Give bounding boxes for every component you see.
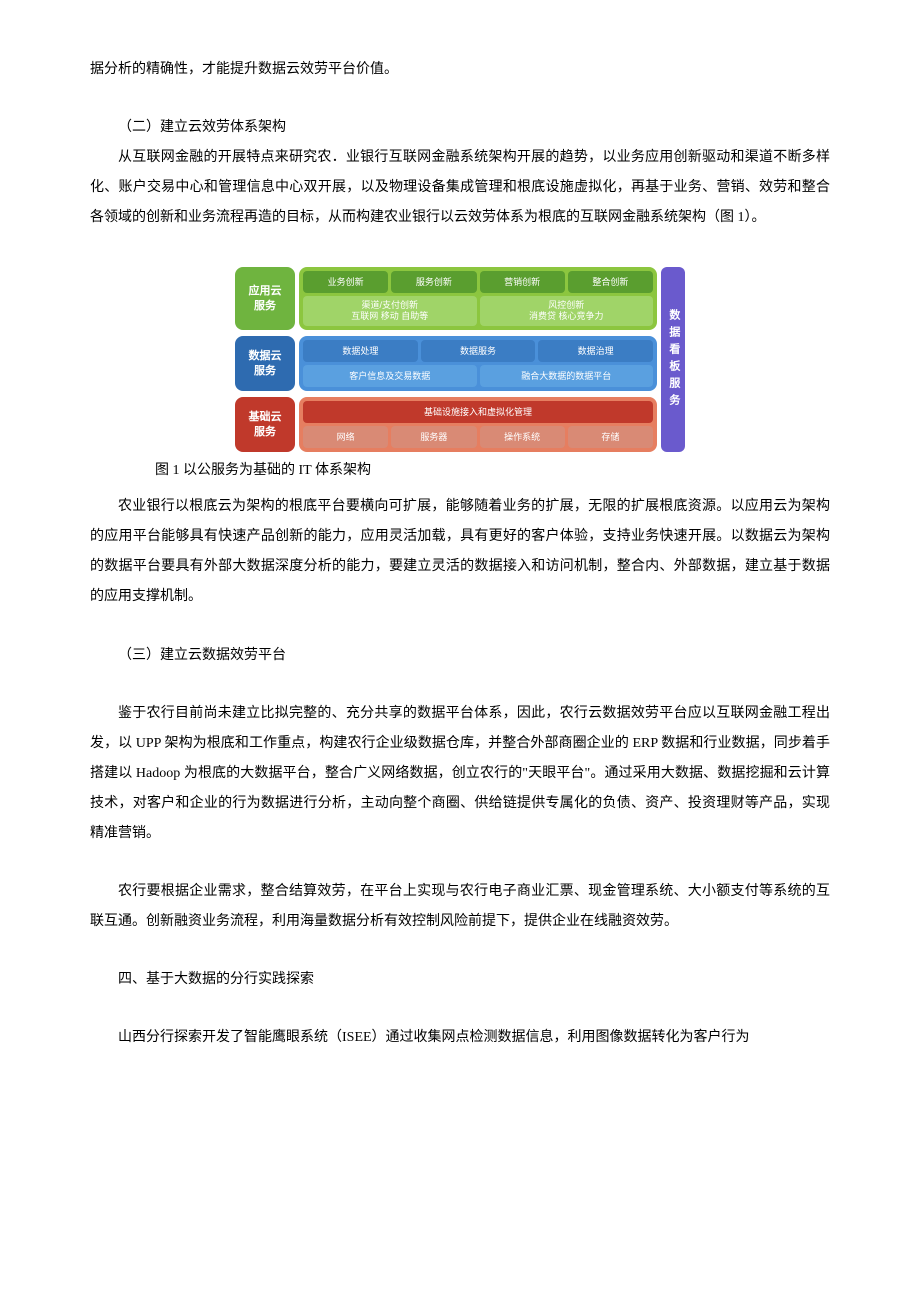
paragraph-4: 鉴于农行目前尚未建立比拟完整的、充分共享的数据平台体系，因此，农行云数据效劳平台… xyxy=(90,699,830,849)
paragraph-continuation: 据分析的精确性，才能提升数据云效劳平台价值。 xyxy=(90,55,830,85)
diagram-cell: 存储 xyxy=(568,426,653,448)
diagram-row: 应用云服务业务创新服务创新营销创新整合创新渠道/支付创新互联网 移动 自助等风控… xyxy=(235,267,657,330)
diagram-row: 基础云服务基础设施接入和虚拟化管理网络服务器操作系统存储 xyxy=(235,397,657,452)
diagram-cell: 营销创新 xyxy=(480,271,565,293)
paragraph-2: 从互联网金融的开展特点来研究农．业银行互联网金融系统架构开展的趋势，以业务应用创… xyxy=(90,143,830,233)
document-page: 据分析的精确性，才能提升数据云效劳平台价值。 （二）建立云效劳体系架构 从互联网… xyxy=(0,0,920,1103)
spacer xyxy=(90,85,830,113)
row-panel: 基础设施接入和虚拟化管理网络服务器操作系统存储 xyxy=(299,397,657,452)
diagram-cell: 数据治理 xyxy=(538,340,653,362)
diagram-cell: 整合创新 xyxy=(568,271,653,293)
diagram-cell: 数据服务 xyxy=(421,340,536,362)
cell-row: 客户信息及交易数据融合大数据的数据平台 xyxy=(303,365,653,387)
figure-1: 应用云服务业务创新服务创新营销创新整合创新渠道/支付创新互联网 移动 自助等风控… xyxy=(90,267,830,452)
diagram-rows: 应用云服务业务创新服务创新营销创新整合创新渠道/支付创新互联网 移动 自助等风控… xyxy=(235,267,657,452)
cell-row: 数据处理数据服务数据治理 xyxy=(303,340,653,362)
paragraph-6: 山西分行探索开发了智能鹰眼系统（ISEE）通过收集网点检测数据信息，利用图像数据… xyxy=(90,1023,830,1053)
diagram-cell: 服务创新 xyxy=(391,271,476,293)
row-label: 应用云服务 xyxy=(235,267,295,330)
diagram-cell: 融合大数据的数据平台 xyxy=(480,365,654,387)
architecture-diagram: 应用云服务业务创新服务创新营销创新整合创新渠道/支付创新互联网 移动 自助等风控… xyxy=(235,267,685,452)
diagram-cell: 操作系统 xyxy=(480,426,565,448)
diagram-side-label: 数据看板服务 xyxy=(661,267,685,452)
diagram-cell: 渠道/支付创新互联网 移动 自助等 xyxy=(303,296,477,326)
spacer xyxy=(90,233,830,261)
paragraph-5: 农行要根据企业需求，整合结算效劳，在平台上实现与农行电子商业汇票、现金管理系统、… xyxy=(90,877,830,937)
diagram-row: 数据云服务数据处理数据服务数据治理客户信息及交易数据融合大数据的数据平台 xyxy=(235,336,657,391)
spacer xyxy=(90,671,830,699)
spacer xyxy=(90,849,830,877)
row-label: 基础云服务 xyxy=(235,397,295,452)
cell-row: 网络服务器操作系统存储 xyxy=(303,426,653,448)
spacer xyxy=(90,995,830,1023)
heading-2-2: （二）建立云效劳体系架构 xyxy=(90,113,830,143)
cell-row: 基础设施接入和虚拟化管理 xyxy=(303,401,653,423)
spacer xyxy=(90,937,830,965)
diagram-cell: 基础设施接入和虚拟化管理 xyxy=(303,401,653,423)
row-panel: 业务创新服务创新营销创新整合创新渠道/支付创新互联网 移动 自助等风控创新消费贷… xyxy=(299,267,657,330)
heading-2-3: （三）建立云数据效劳平台 xyxy=(90,641,830,671)
spacer xyxy=(90,613,830,641)
paragraph-3: 农业银行以根底云为架构的根底平台要横向可扩展，能够随着业务的扩展，无限的扩展根底… xyxy=(90,492,830,612)
row-label: 数据云服务 xyxy=(235,336,295,391)
figure-caption: 图 1 以公服务为基础的 IT 体系架构 xyxy=(155,456,830,486)
diagram-cell: 业务创新 xyxy=(303,271,388,293)
diagram-cell: 数据处理 xyxy=(303,340,418,362)
diagram-cell: 风控创新消费贷 核心竞争力 xyxy=(480,296,654,326)
heading-4: 四、基于大数据的分行实践探索 xyxy=(90,965,830,995)
diagram-cell: 客户信息及交易数据 xyxy=(303,365,477,387)
diagram-cell: 网络 xyxy=(303,426,388,448)
row-panel: 数据处理数据服务数据治理客户信息及交易数据融合大数据的数据平台 xyxy=(299,336,657,391)
cell-row: 业务创新服务创新营销创新整合创新 xyxy=(303,271,653,293)
diagram-cell: 服务器 xyxy=(391,426,476,448)
cell-row: 渠道/支付创新互联网 移动 自助等风控创新消费贷 核心竞争力 xyxy=(303,296,653,326)
